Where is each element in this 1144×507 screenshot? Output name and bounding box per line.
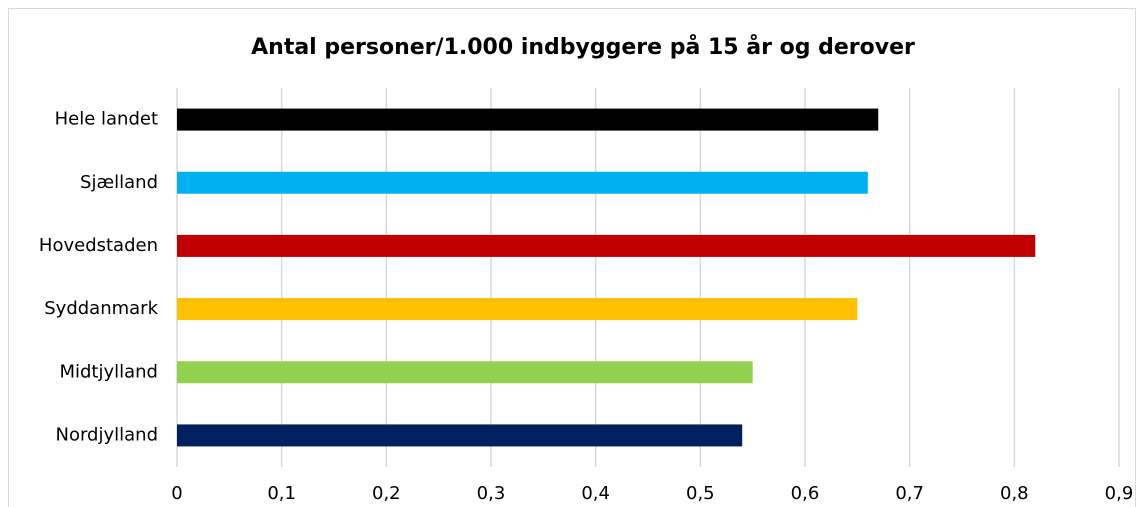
y-tick-label: Nordjylland (55, 424, 158, 445)
y-tick-label: Hovedstaden (39, 235, 158, 256)
chart-border (8, 8, 1136, 507)
y-tick-label: Hele landet (55, 109, 158, 130)
bar (177, 108, 879, 131)
x-tick-label: 0,7 (895, 483, 924, 504)
x-tick-label: 0 (171, 483, 182, 504)
y-tick-label: Midtjylland (59, 361, 158, 382)
x-tick-label: 0,1 (267, 483, 296, 504)
bar (177, 361, 753, 384)
bar (177, 171, 868, 194)
bar (177, 298, 858, 321)
x-tick-label: 0,9 (1105, 483, 1134, 504)
chart-title: Antal personer/1.000 indbyggere på 15 år… (251, 34, 915, 60)
y-tick-label: Syddanmark (44, 298, 158, 319)
x-tick-label: 0,2 (372, 483, 401, 504)
bar (177, 234, 1036, 257)
bar (177, 424, 743, 447)
x-tick-label: 0,3 (477, 483, 506, 504)
x-tick-label: 0,4 (581, 483, 610, 504)
x-tick-label: 0,6 (791, 483, 820, 504)
x-tick-label: 0,5 (686, 483, 715, 504)
y-tick-label: Sjælland (80, 172, 158, 193)
x-tick-label: 0,8 (1000, 483, 1029, 504)
